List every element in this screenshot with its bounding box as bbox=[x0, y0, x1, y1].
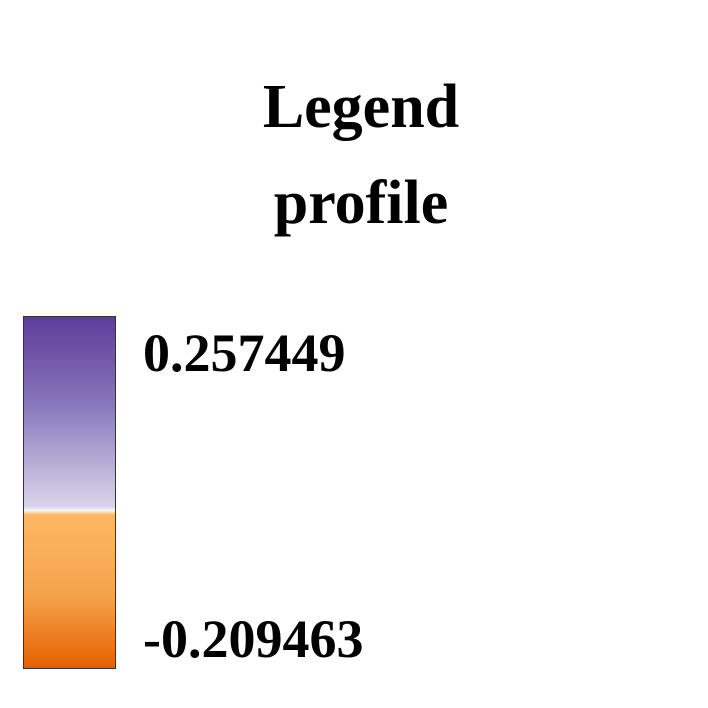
colorbar-min-label: -0.209463 bbox=[143, 609, 364, 669]
colorbar bbox=[23, 316, 116, 669]
colorbar-max-label: 0.257449 bbox=[143, 323, 346, 383]
legend-subtitle: profile bbox=[273, 169, 449, 237]
legend-title: Legend bbox=[262, 73, 460, 141]
